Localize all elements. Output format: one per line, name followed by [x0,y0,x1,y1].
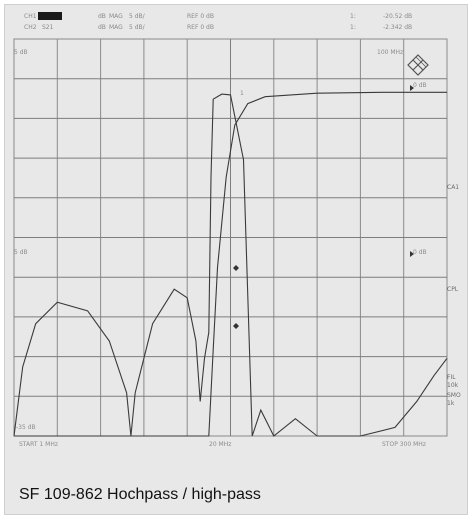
bottom-left-label: -35 dB [16,424,36,431]
scale1: 5 dB/ [129,13,146,20]
marker1-label: 1: [350,13,356,20]
right-label-10k: 10k [447,382,459,389]
channel1-active-indicator [38,12,62,20]
marker-top-label: 1 [240,90,244,97]
right-label-ca1: CA1 [447,184,459,191]
ref-right-top-label: 0 dB [413,82,427,89]
ref1: REF 0 dB [187,13,214,20]
right-label-fil: FIL [447,374,456,381]
mid-right-label: 0 dB [413,249,427,256]
x-center-label: 20 MHz [209,441,231,448]
ref-arrow-top [410,85,414,91]
marker1-value: -20.52 dB [383,13,412,20]
channel2-param-label: S21 [42,24,54,31]
s11-trace [13,93,448,437]
x-stop-label: STOP 300 MHz [382,441,426,448]
format2-mag: MAG [109,24,123,31]
network-analyzer-plot: CH1 CH2 S21 dB MAG 5 dB/ REF 0 dB 1: -20… [13,12,461,448]
marker2-label: 1: [350,24,356,31]
plot-grid [13,38,448,437]
right-label-smo: SMO [447,392,461,399]
x-start-label: START 1 MHz [19,441,58,448]
s21-trace [14,91,447,437]
figure-caption: SF 109-862 Hochpass / high-pass [19,486,261,503]
mid-left-label: 5 dB [14,249,28,256]
right-label-1k: 1k [447,400,455,407]
marker-symbol-mid [233,265,239,271]
ref-arrow-mid [410,251,414,257]
channel2-label: CH2 [24,24,37,31]
analyzer-panel: CH1 CH2 S21 dB MAG 5 dB/ REF 0 dB 1: -20… [4,4,468,515]
marker-freq-label: 100 MHz [377,49,403,56]
right-label-cpl: CPL [447,286,459,293]
marker-symbols [233,85,414,329]
rohde-schwarz-diamond-icon [407,54,429,76]
format1-mag: MAG [109,13,123,20]
header: CH1 CH2 S21 dB MAG 5 dB/ REF 0 dB 1: -20… [24,12,412,31]
format1-unit: dB [98,13,106,20]
ref-left-label: 5 dB [14,49,28,56]
format2-unit: dB [98,24,106,31]
plot-labels: 5 dB 100 MHz 0 dB 1 5 dB 0 dB -35 dB STA… [14,49,461,448]
channel1-label: CH1 [24,13,37,20]
scale2: 5 dB/ [129,24,146,31]
ref2: REF 0 dB [187,24,214,31]
marker-symbol-low [233,323,239,329]
marker2-value: -2.342 dB [383,24,412,31]
